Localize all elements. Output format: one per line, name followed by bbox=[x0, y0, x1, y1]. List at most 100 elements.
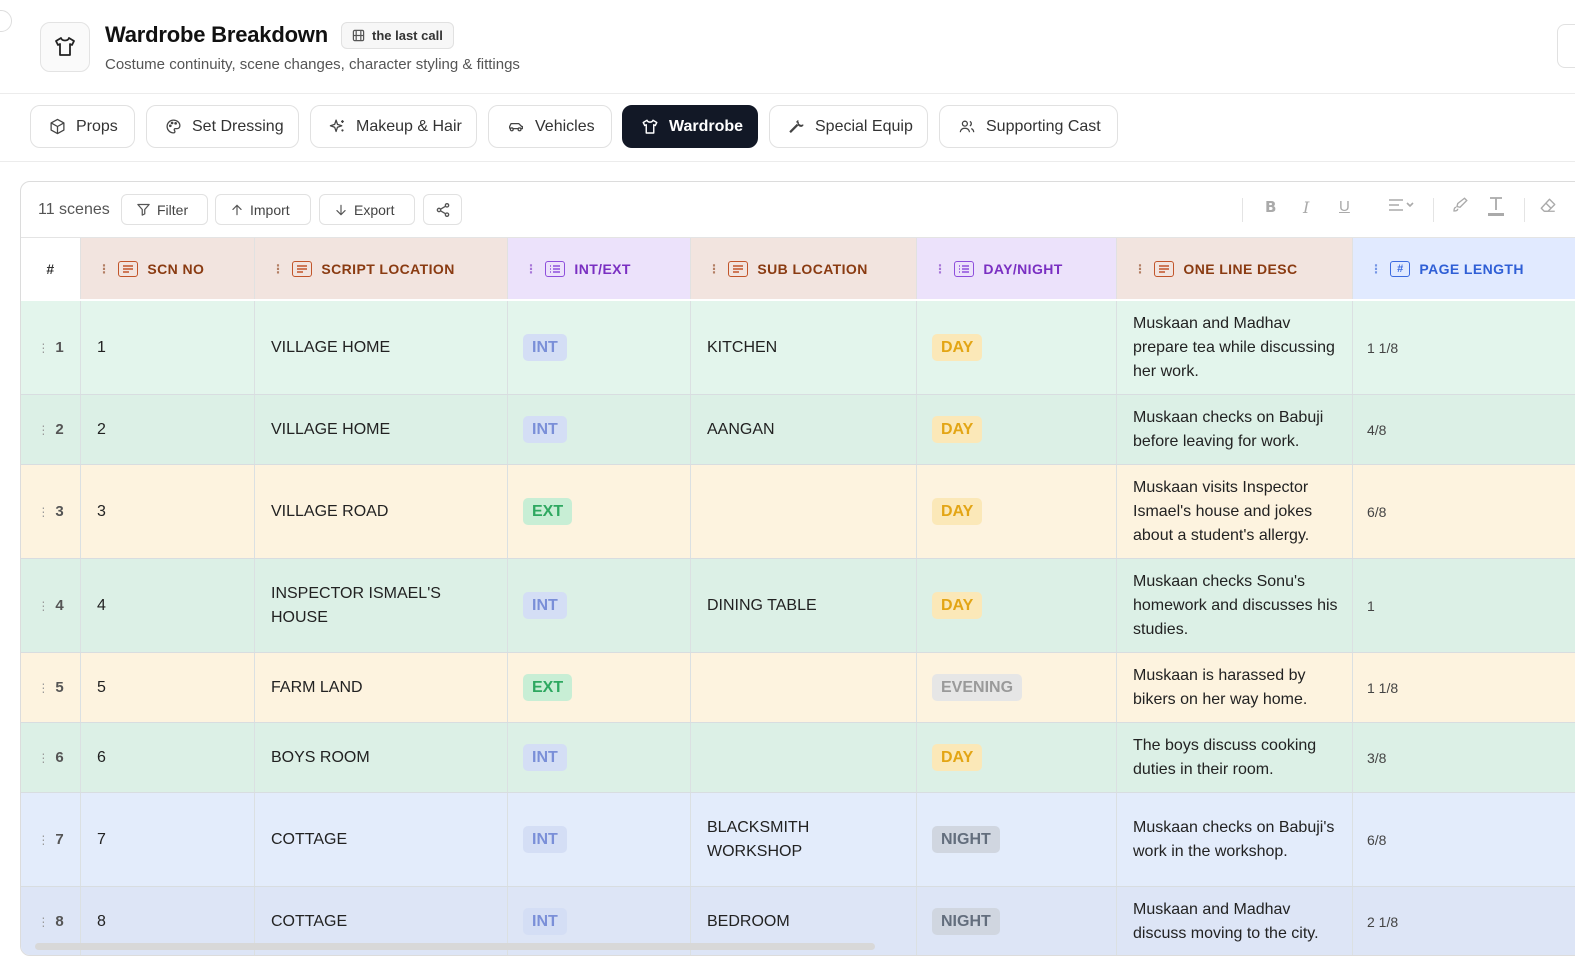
column-header-day-night[interactable]: ⋮ DAY/NIGHT bbox=[917, 238, 1117, 299]
int-ext-cell[interactable]: INT bbox=[508, 793, 691, 886]
drag-handle-icon[interactable]: ⋮ bbox=[37, 832, 50, 847]
drag-handle-icon[interactable]: ⋮ bbox=[37, 504, 50, 519]
int-ext-cell[interactable]: INT bbox=[508, 395, 691, 464]
one-line-desc-cell[interactable]: Muskaan and Madhav discuss moving to the… bbox=[1117, 887, 1353, 955]
page-length-cell[interactable]: 1 bbox=[1367, 597, 1375, 614]
page-length-cell[interactable]: 6/8 bbox=[1367, 503, 1387, 520]
scn-no-cell[interactable]: 5 bbox=[81, 653, 255, 722]
table-row[interactable]: ⋮ 7 7 COTTAGE INT BLACKSMITH WORKSHOP NIG… bbox=[21, 793, 1575, 887]
table-row[interactable]: ⋮ 3 3 VILLAGE ROAD EXT DAY Muskaan visits… bbox=[21, 465, 1575, 559]
column-header-sub-location[interactable]: ⋮ SUB LOCATION bbox=[691, 238, 917, 299]
int-ext-cell[interactable]: EXT bbox=[508, 465, 691, 558]
column-header-script-location[interactable]: ⋮ SCRIPT LOCATION bbox=[255, 238, 508, 299]
script-location-cell[interactable]: VILLAGE HOME bbox=[255, 301, 508, 394]
day-night-cell[interactable]: DAY bbox=[917, 559, 1117, 652]
sub-location-cell[interactable]: BLACKSMITH WORKSHOP bbox=[691, 793, 917, 886]
drag-handle-icon[interactable]: ⋮ bbox=[37, 750, 50, 765]
script-location-cell[interactable]: BOYS ROOM bbox=[255, 723, 508, 792]
script-location-cell[interactable]: FARM LAND bbox=[255, 653, 508, 722]
bold-icon[interactable]: B bbox=[1265, 198, 1277, 216]
scn-no-cell[interactable]: 1 bbox=[81, 301, 255, 394]
scn-no-cell[interactable]: 3 bbox=[81, 465, 255, 558]
scn-no-cell[interactable]: 6 bbox=[81, 723, 255, 792]
int-ext-cell[interactable]: INT bbox=[508, 559, 691, 652]
drag-handle-icon[interactable]: ⋮ bbox=[37, 598, 50, 613]
table-row[interactable]: ⋮ 1 1 VILLAGE HOME INT KITCHEN DAY Muskaa… bbox=[21, 301, 1575, 395]
page-length-cell[interactable]: 1 1/8 bbox=[1367, 339, 1399, 356]
drag-handle-icon[interactable]: ⋮ bbox=[98, 261, 111, 276]
share-button[interactable] bbox=[423, 194, 462, 225]
horizontal-scrollbar[interactable] bbox=[35, 943, 875, 950]
header-action-button[interactable] bbox=[1557, 24, 1575, 68]
drag-handle-icon[interactable]: ⋮ bbox=[1370, 261, 1383, 276]
tab-makeup-hair[interactable]: Makeup & Hair bbox=[310, 105, 477, 148]
tab-wardrobe[interactable]: Wardrobe bbox=[622, 105, 758, 148]
int-ext-cell[interactable]: INT bbox=[508, 301, 691, 394]
drag-handle-icon[interactable]: ⋮ bbox=[934, 261, 947, 276]
text-color-icon[interactable] bbox=[1487, 195, 1505, 222]
script-location-cell[interactable]: COTTAGE bbox=[255, 793, 508, 886]
table-row[interactable]: ⋮ 6 6 BOYS ROOM INT DAY The boys discuss … bbox=[21, 723, 1575, 793]
one-line-desc-cell[interactable]: Muskaan checks on Babuji before leaving … bbox=[1117, 395, 1353, 464]
page-length-cell[interactable]: 1 1/8 bbox=[1367, 679, 1399, 696]
column-header-one-line-desc[interactable]: ⋮ ONE LINE DESC bbox=[1117, 238, 1353, 299]
sub-location-cell[interactable]: AANGAN bbox=[691, 395, 917, 464]
page-length-cell[interactable]: 3/8 bbox=[1367, 749, 1387, 766]
day-night-cell[interactable]: NIGHT bbox=[917, 887, 1117, 955]
scn-no-cell[interactable]: 7 bbox=[81, 793, 255, 886]
filter-button[interactable]: Filter bbox=[121, 194, 208, 225]
import-button[interactable]: Import bbox=[215, 194, 311, 225]
column-header-scn-no[interactable]: ⋮ SCN NO bbox=[81, 238, 255, 299]
script-location-cell[interactable]: COTTAGE bbox=[255, 887, 508, 955]
day-night-cell[interactable]: EVENING bbox=[917, 653, 1117, 722]
drag-handle-icon[interactable]: ⋮ bbox=[37, 340, 50, 355]
eraser-icon[interactable] bbox=[1539, 197, 1557, 220]
int-ext-cell[interactable]: INT bbox=[508, 887, 691, 955]
tab-vehicles[interactable]: Vehicles bbox=[488, 105, 612, 148]
italic-icon[interactable]: I bbox=[1303, 198, 1310, 217]
sub-location-cell[interactable] bbox=[691, 465, 917, 558]
drag-handle-icon[interactable]: ⋮ bbox=[708, 261, 721, 276]
underline-icon[interactable]: U bbox=[1339, 198, 1350, 215]
page-length-cell[interactable]: 6/8 bbox=[1367, 831, 1387, 848]
int-ext-cell[interactable]: EXT bbox=[508, 653, 691, 722]
tab-set-dressing[interactable]: Set Dressing bbox=[146, 105, 299, 148]
one-line-desc-cell[interactable]: Muskaan and Madhav prepare tea while dis… bbox=[1117, 301, 1353, 394]
script-location-cell[interactable]: INSPECTOR ISMAEL'S HOUSE bbox=[255, 559, 508, 652]
scn-no-cell[interactable]: 2 bbox=[81, 395, 255, 464]
one-line-desc-cell[interactable]: Muskaan visits Inspector Ismael's house … bbox=[1117, 465, 1353, 558]
align-dropdown[interactable] bbox=[1387, 196, 1415, 219]
int-ext-cell[interactable]: INT bbox=[508, 723, 691, 792]
day-night-cell[interactable]: DAY bbox=[917, 301, 1117, 394]
drag-handle-icon[interactable]: ⋮ bbox=[37, 680, 50, 695]
day-night-cell[interactable]: DAY bbox=[917, 465, 1117, 558]
one-line-desc-cell[interactable]: The boys discuss cooking duties in their… bbox=[1117, 723, 1353, 792]
day-night-cell[interactable]: DAY bbox=[917, 395, 1117, 464]
scn-no-cell[interactable]: 8 bbox=[81, 887, 255, 955]
project-chip[interactable]: the last call bbox=[341, 22, 454, 49]
script-location-cell[interactable]: VILLAGE HOME bbox=[255, 395, 508, 464]
paint-icon[interactable] bbox=[1451, 196, 1469, 219]
drag-handle-icon[interactable]: ⋮ bbox=[525, 261, 538, 276]
one-line-desc-cell[interactable]: Muskaan checks on Babuji's work in the w… bbox=[1117, 793, 1353, 886]
drag-handle-icon[interactable]: ⋮ bbox=[272, 261, 285, 276]
table-row[interactable]: ⋮ 4 4 INSPECTOR ISMAEL'S HOUSE INT DINING… bbox=[21, 559, 1575, 653]
column-header-int-ext[interactable]: ⋮ INT/EXT bbox=[508, 238, 691, 299]
tab-supporting-cast[interactable]: Supporting Cast bbox=[939, 105, 1118, 148]
one-line-desc-cell[interactable]: Muskaan checks Sonu's homework and discu… bbox=[1117, 559, 1353, 652]
drag-handle-icon[interactable]: ⋮ bbox=[37, 422, 50, 437]
sub-location-cell[interactable] bbox=[691, 653, 917, 722]
tab-props[interactable]: Props bbox=[30, 105, 135, 148]
script-location-cell[interactable]: VILLAGE ROAD bbox=[255, 465, 508, 558]
sub-location-cell[interactable]: DINING TABLE bbox=[691, 559, 917, 652]
tab-special-equip[interactable]: Special Equip bbox=[769, 105, 928, 148]
table-row[interactable]: ⋮ 5 5 FARM LAND EXT EVENING Muskaan is ha… bbox=[21, 653, 1575, 723]
day-night-cell[interactable]: DAY bbox=[917, 723, 1117, 792]
sub-location-cell[interactable] bbox=[691, 723, 917, 792]
page-length-cell[interactable]: 4/8 bbox=[1367, 421, 1387, 438]
export-button[interactable]: Export bbox=[319, 194, 415, 225]
day-night-cell[interactable]: NIGHT bbox=[917, 793, 1117, 886]
one-line-desc-cell[interactable]: Muskaan is harassed by bikers on her way… bbox=[1117, 653, 1353, 722]
sub-location-cell[interactable]: KITCHEN bbox=[691, 301, 917, 394]
table-row[interactable]: ⋮ 2 2 VILLAGE HOME INT AANGAN DAY Muskaan… bbox=[21, 395, 1575, 465]
